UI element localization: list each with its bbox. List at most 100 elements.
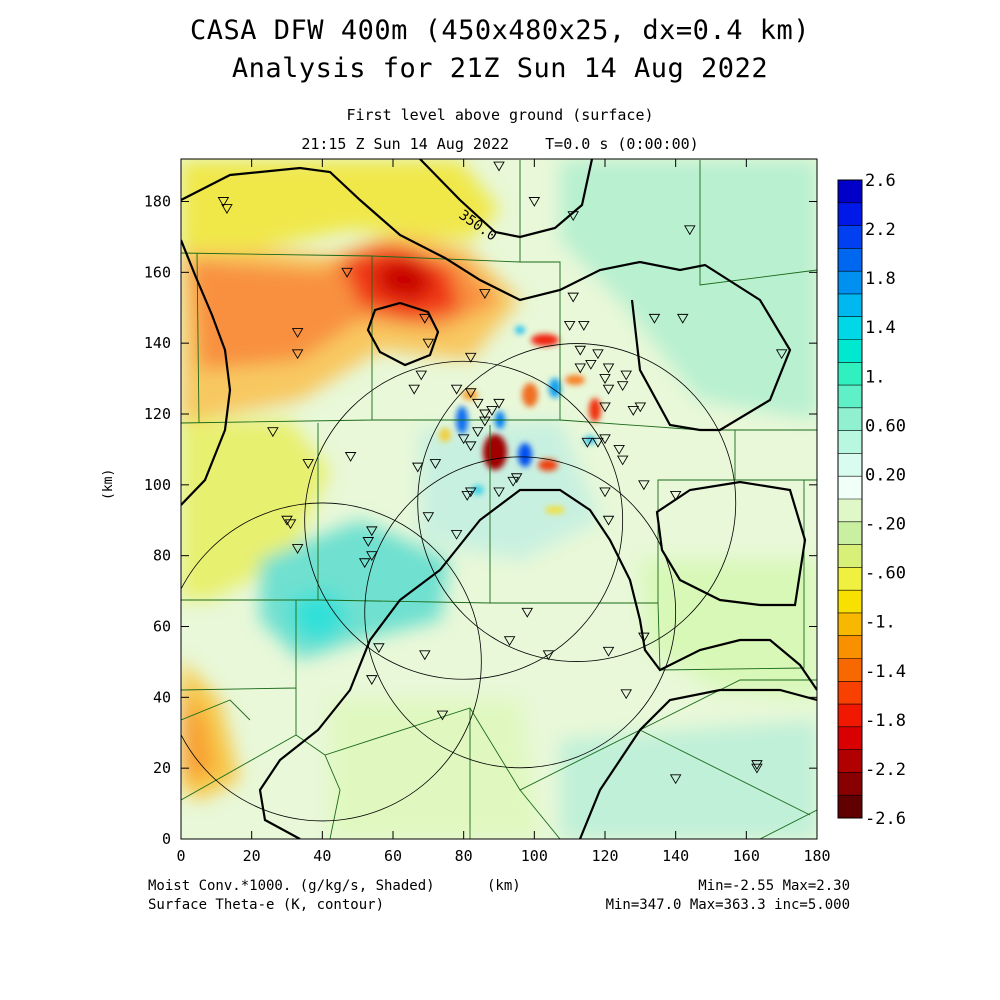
y-tick-label: 40 xyxy=(153,688,171,706)
subtitle-line-2: 21:15 Z Sun 14 Aug 2022 T=0.0 s (0:00:00… xyxy=(301,135,699,153)
station-marker xyxy=(419,650,431,661)
east-mid xyxy=(640,560,817,700)
theta-e-contours xyxy=(181,159,817,839)
station-marker xyxy=(415,370,428,381)
x-tick-label: 80 xyxy=(455,847,473,865)
convergence-south-core xyxy=(290,590,350,645)
cell-cyan-1 xyxy=(515,326,525,334)
colorbar-label: 0.60 xyxy=(865,416,906,436)
station-marker xyxy=(616,455,629,466)
x-axis-label: (km) xyxy=(487,878,521,894)
footer-contour-field: Surface Theta-e (K, contour) xyxy=(148,897,385,913)
colorbar-swatch xyxy=(838,293,862,318)
colorbar-swatch xyxy=(838,180,862,204)
plot-area: 350.0 xyxy=(181,159,817,839)
station-marker xyxy=(457,434,470,445)
center-light xyxy=(420,420,600,560)
station-marker xyxy=(503,636,516,647)
footer-shaded-range: Min=-2.55 Max=2.30 xyxy=(698,878,850,894)
station-marker xyxy=(493,398,505,409)
cell-orange-2 xyxy=(462,390,478,400)
station-marker xyxy=(493,161,505,172)
station-marker xyxy=(620,689,632,700)
station-marker xyxy=(291,349,304,360)
south-center xyxy=(330,700,540,839)
station-marker xyxy=(585,359,597,370)
colorbar-swatch xyxy=(838,202,862,227)
max-divergence xyxy=(372,258,435,300)
station-marker xyxy=(648,313,661,324)
colorbar-swatch xyxy=(838,499,862,523)
colorbar-swatch xyxy=(838,521,862,546)
cell-yellow-1 xyxy=(545,506,565,514)
station-marker xyxy=(599,374,611,384)
title-line-1: CASA DFW 400m (450x480x25, dx=0.4 km) xyxy=(190,15,810,46)
station-marker xyxy=(472,427,484,438)
station-marker xyxy=(574,345,587,356)
station-marker xyxy=(450,529,463,540)
colorbar-swatch xyxy=(838,658,862,682)
station-marker xyxy=(528,197,541,207)
colorbar-swatch xyxy=(838,225,862,249)
station-marker xyxy=(422,512,435,523)
station-marker xyxy=(464,352,477,363)
station-marker xyxy=(479,289,491,299)
subtitle-line-1: First level above ground (surface) xyxy=(346,106,654,124)
colorbar-swatch xyxy=(838,635,862,659)
colorbar-swatch xyxy=(838,316,862,340)
station-marker xyxy=(493,487,505,498)
storm-cells xyxy=(439,326,601,514)
colorbar-swatch xyxy=(838,704,862,728)
x-tick-label: 0 xyxy=(176,847,185,865)
county-boundaries xyxy=(181,160,817,839)
colorbar-label: 2.2 xyxy=(865,220,896,240)
colorbar-swatch xyxy=(838,362,862,386)
y-tick-label: 180 xyxy=(144,193,171,211)
colorbar-swatch xyxy=(838,385,862,409)
contour-350-north xyxy=(419,159,594,239)
x-tick-label: 120 xyxy=(591,847,618,865)
station-marker xyxy=(507,476,519,487)
station-marker xyxy=(341,267,353,278)
station-marker xyxy=(366,526,378,537)
radar-range-ring xyxy=(364,456,677,769)
cell-blue-3 xyxy=(549,378,561,398)
southwest-orange xyxy=(181,690,215,780)
y-tick-label: 0 xyxy=(162,830,171,848)
colorbar-label: -2.2 xyxy=(865,760,906,780)
y-tick-label: 120 xyxy=(144,405,171,423)
colorbar-swatch xyxy=(838,749,862,773)
station-marker xyxy=(510,473,523,484)
colorbar-swatch xyxy=(838,453,862,477)
colorbar-label: -1.8 xyxy=(865,711,906,731)
plot-frame xyxy=(180,158,818,840)
x-tick-label: 20 xyxy=(243,847,261,865)
colorbar-label: -1.4 xyxy=(865,662,906,682)
colorbar-swatch xyxy=(838,795,862,819)
station-marker xyxy=(602,646,615,657)
colorbar-swatch xyxy=(838,681,862,705)
east-green xyxy=(560,160,817,420)
colorbar-label: 1. xyxy=(865,367,885,387)
contour-southeast xyxy=(578,688,817,839)
colorbar-labels: 2.6 2.2 1.8 1.4 1. 0.60 0.20 -.20 -.60 -1. -1.4 -1.… xyxy=(865,171,906,829)
cell-blue-1 xyxy=(518,443,532,467)
station-marker xyxy=(669,774,682,785)
colorbar-swatch xyxy=(838,430,862,454)
radar-range-ring xyxy=(417,343,737,662)
station-marker xyxy=(373,643,385,654)
cell-orange-3 xyxy=(565,375,585,385)
station-marker xyxy=(291,328,304,338)
station-marker xyxy=(574,363,587,374)
colorbar-label: -1. xyxy=(865,613,896,633)
cell-red-2 xyxy=(531,334,559,346)
colorbar-swatch xyxy=(838,726,862,751)
shaded-field xyxy=(181,160,817,839)
station-marker xyxy=(602,363,615,374)
x-tick-label: 140 xyxy=(662,847,689,865)
station-marker xyxy=(567,292,579,303)
title-line-2: Analysis for 21Z Sun 14 Aug 2022 xyxy=(231,53,769,84)
x-tick-label: 160 xyxy=(733,847,760,865)
station-marker xyxy=(472,398,484,409)
station-marker xyxy=(634,402,647,413)
